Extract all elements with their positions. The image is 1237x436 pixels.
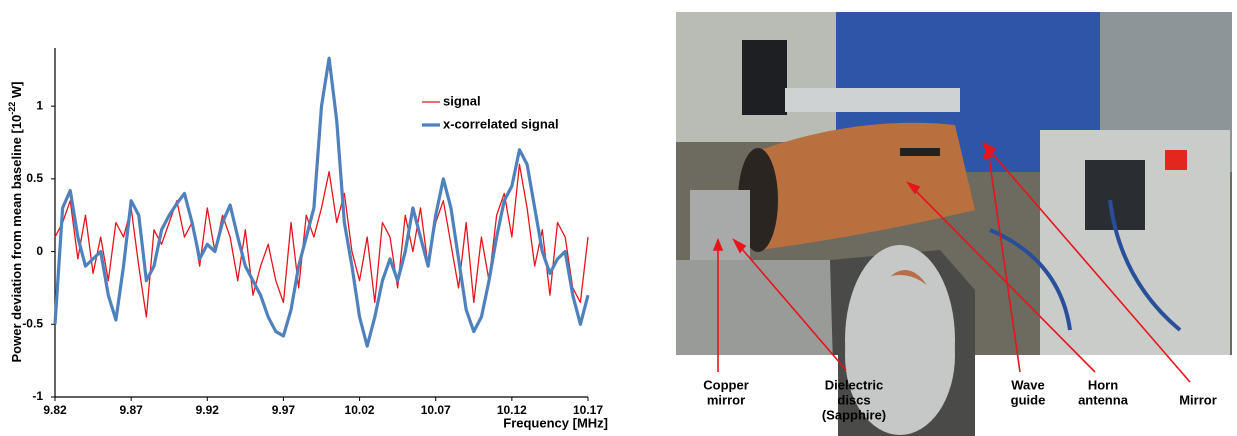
x-tick-label: 9.97 (272, 403, 296, 417)
data-line (53, 56, 590, 348)
y-tick-label: 1 (36, 98, 43, 112)
x-tick-label: 10.17 (573, 403, 603, 417)
photo-arrows (712, 141, 1191, 383)
y-axis-label-text: Power deviation from mean baseline [10 (9, 115, 24, 363)
photo-label: guide (1011, 392, 1046, 407)
photo-label: Wave (1011, 377, 1044, 392)
photo (640, 12, 1237, 436)
y-axis-label-unit: W] (9, 81, 24, 101)
photo-label: discs (837, 392, 870, 407)
photo-label: mirror (707, 392, 745, 407)
legend-label: signal (443, 93, 481, 108)
y-axis-label-exponent: -22 (7, 102, 17, 115)
photo-label: Horn (1088, 377, 1118, 392)
y-tick-label: 0 (36, 244, 43, 258)
photo-label: (Sapphire) (822, 407, 886, 422)
photo-label: Mirror (1179, 392, 1217, 407)
y-axis-label: Power deviation from mean baseline [10-2… (7, 81, 24, 362)
x-tick-label: 9.87 (119, 403, 143, 417)
photo-label: Dielectric (825, 377, 884, 392)
legend-label: x-correlated signal (443, 116, 559, 131)
x-tick-label: 10.07 (421, 403, 451, 417)
x-tick-label: 10.12 (497, 403, 527, 417)
y-tick-label: -1 (32, 389, 43, 403)
photo-label: antenna (1078, 392, 1129, 407)
y-tick-label: 0.5 (26, 171, 43, 185)
x-tick-label: 9.82 (43, 403, 67, 417)
photo-label: Copper (703, 377, 749, 392)
y-tick-label: -0.5 (22, 316, 43, 330)
data-line (54, 163, 589, 318)
x-axis-label: Frequency [MHz] (503, 415, 608, 430)
x-tick-label: 10.02 (345, 403, 375, 417)
x-tick-label: 9.92 (196, 403, 220, 417)
